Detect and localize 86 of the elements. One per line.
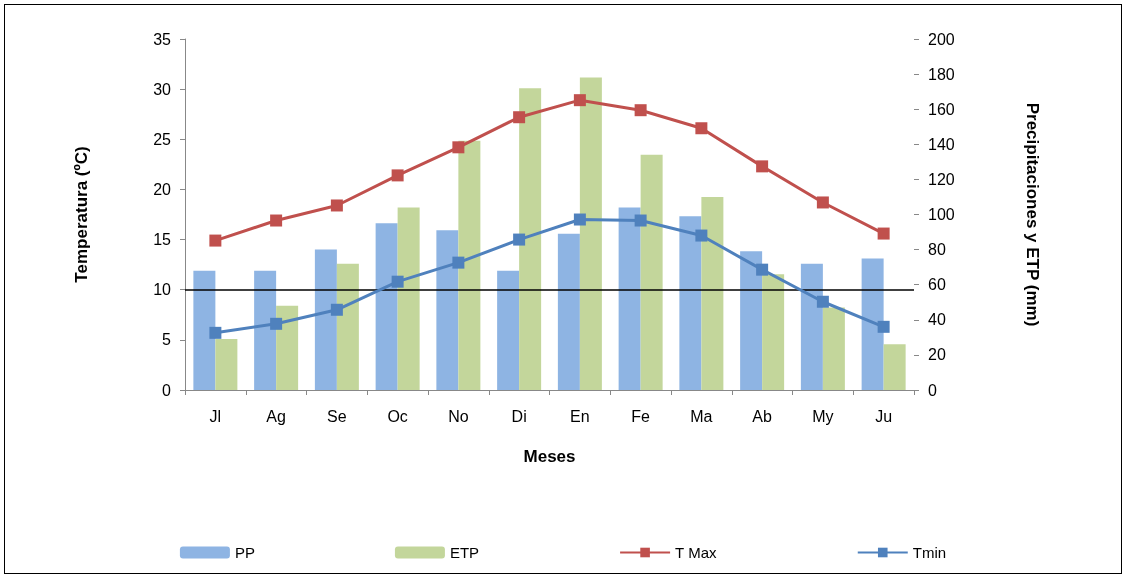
y-tick-label: 15 xyxy=(153,231,172,249)
y2-tick-label: 160 xyxy=(928,100,955,118)
point xyxy=(513,233,526,246)
y-tick-label: 25 xyxy=(153,130,172,148)
x-axis-title: Meses xyxy=(523,447,576,466)
y2-tick-label: 20 xyxy=(928,346,946,364)
point xyxy=(816,196,829,209)
point xyxy=(634,104,647,117)
bar xyxy=(336,263,359,390)
bar xyxy=(800,263,823,390)
bar xyxy=(519,88,542,390)
legend-label: Tmin xyxy=(912,544,947,561)
bar xyxy=(762,274,785,390)
bar xyxy=(701,196,724,390)
point xyxy=(513,111,526,124)
point xyxy=(452,256,465,269)
x-tick-label: No xyxy=(448,407,469,425)
point xyxy=(756,160,769,173)
bar xyxy=(254,270,277,390)
point xyxy=(452,141,465,154)
y2-tick-label: 0 xyxy=(928,381,937,399)
bar xyxy=(375,223,398,390)
bar xyxy=(822,307,845,390)
x-tick-label: Ju xyxy=(875,407,893,425)
point xyxy=(695,229,708,242)
bar xyxy=(314,249,337,390)
y-tick-label: 35 xyxy=(153,30,172,48)
y2-tick-label: 60 xyxy=(928,276,946,294)
x-tick-label: Jl xyxy=(209,407,222,425)
point xyxy=(270,317,283,330)
y2-tick-label: 80 xyxy=(928,241,946,259)
legend-label: ETP xyxy=(449,544,480,561)
bar xyxy=(193,270,216,390)
y2-axis-title: Precipitaciones y ETP (mm) xyxy=(1023,102,1042,327)
bar xyxy=(215,339,238,390)
x-tick-label: Ma xyxy=(690,407,713,425)
point xyxy=(877,227,890,240)
point xyxy=(573,213,586,226)
x-tick-label: Fe xyxy=(631,407,651,425)
y2-tick-label: 140 xyxy=(928,135,955,153)
point xyxy=(330,303,343,316)
point xyxy=(695,122,708,135)
bar xyxy=(458,140,481,390)
x-tick-label: Di xyxy=(511,407,527,425)
y2-tick-label: 180 xyxy=(928,65,955,83)
bar xyxy=(861,258,884,390)
bar xyxy=(640,154,663,390)
y-tick-label: 0 xyxy=(162,381,172,399)
point xyxy=(209,326,222,339)
y2-tick-label: 200 xyxy=(928,30,955,48)
y-tick-label: 10 xyxy=(153,281,172,299)
point xyxy=(573,94,586,107)
bar xyxy=(557,233,580,390)
bar xyxy=(497,270,520,390)
point xyxy=(634,214,647,227)
x-tick-label: Se xyxy=(327,407,347,425)
bar xyxy=(276,305,299,390)
point xyxy=(756,263,769,276)
x-tick-label: Oc xyxy=(387,407,408,425)
bar xyxy=(740,251,763,390)
point xyxy=(330,199,343,212)
y2-tick-label: 120 xyxy=(928,170,955,188)
bar xyxy=(618,207,641,390)
bar xyxy=(579,77,602,390)
bar xyxy=(436,230,459,390)
y-tick-label: 5 xyxy=(162,331,172,349)
y2-tick-label: 40 xyxy=(928,311,946,329)
bar xyxy=(679,216,702,390)
y-tick-label: 20 xyxy=(153,180,172,198)
y-axis-title: Temperatura (ºC) xyxy=(72,146,91,283)
y-tick-label: 30 xyxy=(153,80,172,98)
point xyxy=(391,169,404,182)
y2-tick-label: 100 xyxy=(928,206,955,223)
bar xyxy=(397,207,420,390)
legend-label: PP xyxy=(234,544,255,561)
x-tick-label: Ag xyxy=(266,407,286,425)
point xyxy=(270,214,283,227)
x-tick-label: Ab xyxy=(752,407,773,425)
point xyxy=(816,295,829,308)
bar xyxy=(883,344,906,390)
point xyxy=(209,234,222,247)
point xyxy=(877,320,890,333)
point xyxy=(391,275,404,288)
x-tick-label: My xyxy=(812,407,834,425)
x-tick-label: En xyxy=(570,407,590,425)
legend-label: T Max xyxy=(675,544,717,561)
